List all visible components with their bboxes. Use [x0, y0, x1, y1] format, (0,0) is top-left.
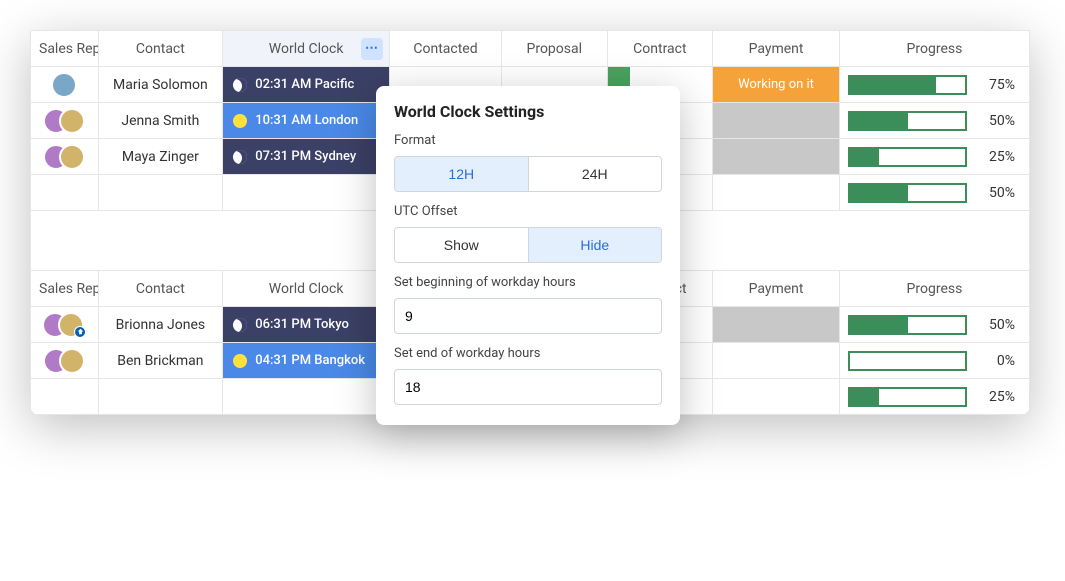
column-menu-button[interactable]: ⋯: [361, 38, 383, 60]
progress-cell: 50%: [839, 103, 1029, 139]
world-clock-cell[interactable]: 07:31 PM Sydney: [223, 139, 390, 175]
clock-text: 04:31 PM Bangkok: [255, 353, 365, 368]
payment-cell[interactable]: [713, 175, 840, 211]
progress-bar: [848, 147, 967, 167]
payment-cell[interactable]: [713, 139, 840, 175]
progress-cell: 0%: [839, 343, 1029, 379]
contact-cell[interactable]: Brionna Jones: [98, 307, 223, 343]
progress-percent: 50%: [977, 113, 1015, 129]
contact-cell[interactable]: Jenna Smith: [98, 103, 223, 139]
world-clock-cell[interactable]: [223, 379, 390, 415]
workday-end-label: Set end of workday hours: [394, 346, 662, 361]
clock-text: 10:31 AM London: [255, 113, 358, 128]
column-header-progress[interactable]: Progress: [839, 271, 1029, 307]
progress-bar: [848, 387, 967, 407]
world-clock-cell[interactable]: 04:31 PM Bangkok: [223, 343, 390, 379]
column-header-rep[interactable]: Sales Rep.: [31, 271, 99, 307]
world-clock-cell[interactable]: 06:31 PM Tokyo: [223, 307, 390, 343]
sales-rep-cell[interactable]: [31, 379, 99, 415]
contact-cell[interactable]: Ben Brickman: [98, 343, 223, 379]
contact-cell[interactable]: Maria Solomon: [98, 67, 223, 103]
clock-text: 02:31 AM Pacific: [255, 77, 354, 92]
column-header-clock[interactable]: World Clock⋯: [223, 31, 390, 67]
contact-cell[interactable]: [98, 175, 223, 211]
board-card: Sales Rep.ContactWorld Clock⋯ContactedPr…: [30, 30, 1030, 415]
progress-cell: 50%: [839, 175, 1029, 211]
column-header-clock[interactable]: World Clock: [223, 271, 390, 307]
contact-cell[interactable]: [98, 379, 223, 415]
column-header-contact[interactable]: Contact: [98, 31, 223, 67]
sun-icon: [233, 354, 247, 368]
format-24h-button[interactable]: 24H: [528, 157, 662, 191]
sales-rep-cell[interactable]: [31, 103, 99, 139]
column-header-rep[interactable]: Sales Rep.: [31, 31, 99, 67]
moon-icon: [233, 318, 247, 332]
column-header-contract[interactable]: Contract: [607, 31, 713, 67]
clock-text: 07:31 PM Sydney: [255, 149, 356, 164]
column-header-payment[interactable]: Payment: [713, 31, 840, 67]
progress-cell: 25%: [839, 379, 1029, 415]
payment-cell[interactable]: Working on it: [713, 67, 840, 103]
workday-begin-label: Set beginning of workday hours: [394, 275, 662, 290]
progress-percent: 75%: [977, 77, 1015, 93]
sales-rep-cell[interactable]: [31, 343, 99, 379]
sales-rep-cell[interactable]: [31, 67, 99, 103]
progress-percent: 0%: [977, 353, 1015, 369]
format-12h-button[interactable]: 12H: [395, 157, 528, 191]
payment-cell[interactable]: [713, 307, 840, 343]
sales-rep-cell[interactable]: [31, 307, 99, 343]
column-header-progress[interactable]: Progress: [839, 31, 1029, 67]
workday-end-input[interactable]: [394, 369, 662, 405]
column-header-contact[interactable]: Contact: [98, 271, 223, 307]
utc-segmented: Show Hide: [394, 227, 662, 263]
home-icon: [74, 326, 86, 338]
sales-rep-cell[interactable]: [31, 175, 99, 211]
popover-title: World Clock Settings: [394, 102, 662, 121]
utc-hide-button[interactable]: Hide: [528, 228, 662, 262]
avatar: [59, 348, 85, 374]
contact-cell[interactable]: Maya Zinger: [98, 139, 223, 175]
world-clock-cell[interactable]: [223, 175, 390, 211]
progress-bar: [848, 75, 967, 95]
payment-cell[interactable]: [713, 343, 840, 379]
column-header-payment[interactable]: Payment: [713, 271, 840, 307]
world-clock-cell[interactable]: 10:31 AM London: [223, 103, 390, 139]
progress-cell: 75%: [839, 67, 1029, 103]
format-segmented: 12H 24H: [394, 156, 662, 192]
progress-cell: 50%: [839, 307, 1029, 343]
progress-percent: 25%: [977, 389, 1015, 405]
progress-percent: 50%: [977, 185, 1015, 201]
moon-icon: [233, 78, 247, 92]
world-clock-cell[interactable]: 02:31 AM Pacific: [223, 67, 390, 103]
sales-rep-cell[interactable]: [31, 139, 99, 175]
workday-begin-input[interactable]: [394, 298, 662, 334]
moon-icon: [233, 150, 247, 164]
progress-bar: [848, 351, 967, 371]
progress-cell: 25%: [839, 139, 1029, 175]
utc-offset-label: UTC Offset: [394, 204, 662, 219]
progress-bar: [848, 111, 967, 131]
progress-percent: 50%: [977, 317, 1015, 333]
column-header-proposal[interactable]: Proposal: [501, 31, 607, 67]
payment-cell[interactable]: [713, 379, 840, 415]
utc-show-button[interactable]: Show: [395, 228, 528, 262]
column-header-contacted[interactable]: Contacted: [390, 31, 502, 67]
sun-icon: [233, 114, 247, 128]
clock-text: 06:31 PM Tokyo: [255, 317, 349, 332]
avatar: [59, 144, 85, 170]
format-label: Format: [394, 133, 662, 148]
avatar: [59, 108, 85, 134]
progress-bar: [848, 315, 967, 335]
avatar: [51, 72, 77, 98]
progress-percent: 25%: [977, 149, 1015, 165]
world-clock-settings-popover: World Clock Settings Format 12H 24H UTC …: [376, 86, 680, 425]
progress-bar: [848, 183, 967, 203]
payment-cell[interactable]: [713, 103, 840, 139]
